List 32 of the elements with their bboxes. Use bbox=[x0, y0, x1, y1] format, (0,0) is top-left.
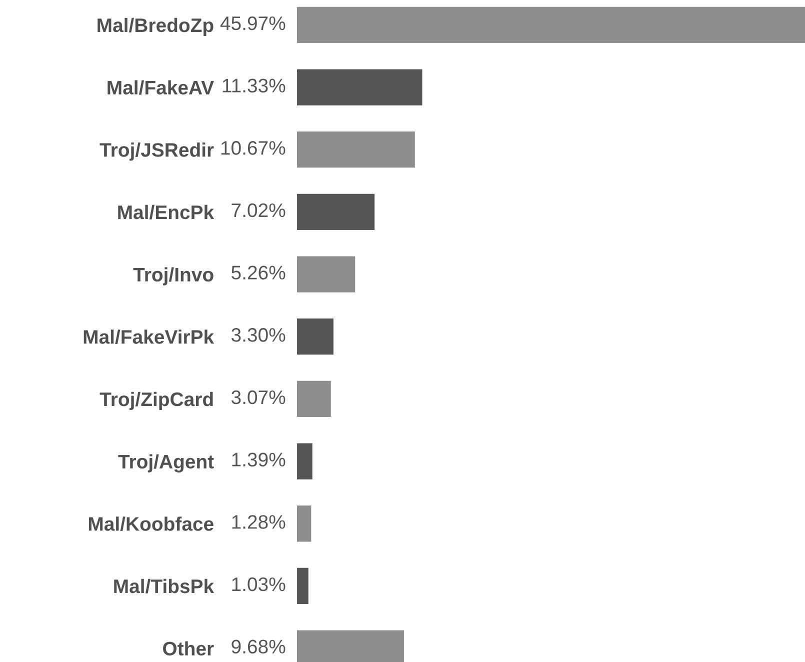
y-tick-label: Mal/BredoZp bbox=[98, 18, 214, 36]
y-tick-label: Troj/JSRedir bbox=[100, 142, 214, 161]
bar bbox=[297, 194, 375, 230]
bar bbox=[297, 69, 422, 106]
bar bbox=[297, 256, 356, 292]
data-label: 1.28% bbox=[232, 515, 286, 529]
bar bbox=[297, 318, 334, 355]
y-tick-label: Mal/Koobface bbox=[88, 516, 214, 532]
y-tick-label: Mal/FakeVirPk bbox=[84, 330, 214, 344]
y-tick-label: Mal/TibsPk bbox=[114, 578, 214, 594]
y-tick-label: Troj/Invo bbox=[133, 267, 214, 286]
data-label: 1.03% bbox=[232, 577, 286, 592]
bar bbox=[297, 132, 415, 168]
data-label: 11.33% bbox=[222, 78, 286, 92]
data-label: 45.97% bbox=[220, 16, 286, 30]
data-label: 7.02% bbox=[232, 203, 286, 218]
data-label: 1.39% bbox=[232, 452, 286, 466]
data-label: 3.07% bbox=[232, 390, 286, 404]
bar bbox=[297, 506, 312, 542]
data-label: 10.67% bbox=[221, 141, 286, 155]
data-label: 9.68% bbox=[232, 640, 286, 654]
y-tick-label: Troj/Agent bbox=[118, 454, 214, 472]
y-tick-label: Other bbox=[163, 641, 214, 656]
bar bbox=[297, 380, 331, 418]
y-tick-label: Mal/FakeAV bbox=[108, 80, 214, 95]
bar bbox=[297, 568, 308, 604]
y-tick-label: Troj/ZipCard bbox=[100, 392, 213, 410]
data-label: 3.30% bbox=[232, 328, 286, 342]
bar bbox=[297, 443, 312, 480]
y-tick-label: Mal/EncPk bbox=[118, 204, 214, 220]
data-label: 5.26% bbox=[232, 266, 286, 280]
bar bbox=[297, 6, 805, 44]
